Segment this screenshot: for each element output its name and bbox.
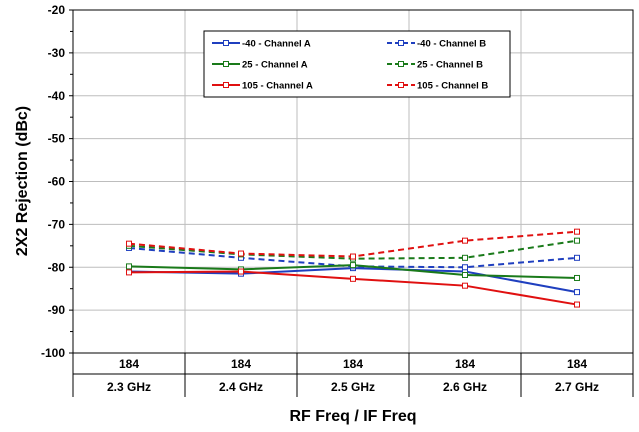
x-tick-label-freq: 2.4 GHz — [219, 380, 263, 394]
legend: -40 - Channel A -40 - Channel B 25 - Chann… — [203, 30, 511, 98]
data-point — [574, 289, 580, 296]
series-4 — [126, 268, 580, 308]
legend-item: 25 - Channel B — [387, 60, 483, 71]
legend-label: -40 - Channel A — [242, 39, 311, 50]
y-tick-label: -30 — [48, 46, 66, 60]
x-tick-label-freq: 2.6 GHz — [443, 380, 487, 394]
legend-item: -40 - Channel B — [387, 39, 486, 50]
x-axis-title: RF Freq / IF Freq — [289, 408, 416, 425]
series-5 — [126, 228, 580, 260]
x-tick-label-rf: 184 — [119, 357, 139, 371]
data-point — [350, 275, 356, 282]
legend-swatch-marker — [223, 82, 229, 88]
data-point — [462, 254, 468, 261]
y-tick-label: -70 — [48, 217, 66, 231]
x-tick-label-freq: 2.7 GHz — [555, 380, 599, 394]
legend-swatch-marker — [398, 82, 404, 88]
legend-label: 105 - Channel B — [417, 81, 488, 92]
data-point — [126, 263, 132, 270]
legend-label: 25 - Channel A — [242, 60, 308, 71]
y-axis-ticks: -20 -30 -40 -50 -60 -70 -80 -90 -100 — [41, 3, 73, 360]
legend-item: -40 - Channel A — [212, 39, 311, 50]
legend-swatch-marker — [398, 40, 404, 46]
data-point — [462, 282, 468, 289]
data-point — [462, 264, 468, 271]
y-tick-label: -20 — [48, 3, 66, 17]
x-tick-label-freq: 2.3 GHz — [107, 380, 151, 394]
y-tick-label: -80 — [48, 260, 66, 274]
x-tick-label-rf: 184 — [567, 357, 587, 371]
data-point — [126, 240, 132, 247]
legend-swatch-marker — [223, 40, 229, 46]
data-point — [574, 237, 580, 244]
data-point — [574, 254, 580, 261]
legend-swatch-marker — [223, 61, 229, 67]
data-point — [462, 271, 468, 278]
data-point — [574, 274, 580, 281]
series-group — [126, 228, 580, 308]
x-tick-label-rf: 184 — [455, 357, 475, 371]
category-table: 184 2.3 GHz 184 2.4 GHz 184 2.5 GHz 184 2.6 GHz… — [72, 353, 634, 397]
data-point — [238, 250, 244, 257]
y-tick-label: -100 — [41, 346, 65, 360]
data-point — [126, 269, 132, 276]
data-point — [574, 301, 580, 308]
x-tick-label-freq: 2.5 GHz — [331, 380, 375, 394]
y-tick-label: -50 — [48, 132, 66, 146]
data-point — [462, 237, 468, 244]
data-point — [574, 228, 580, 235]
data-point — [350, 253, 356, 260]
legend-item: 105 - Channel A — [212, 81, 313, 92]
legend-box — [203, 30, 511, 98]
legend-item: 105 - Channel B — [387, 81, 488, 92]
data-point — [238, 268, 244, 275]
plot-border — [72, 9, 634, 354]
legend-label: -40 - Channel B — [417, 39, 486, 50]
y-tick-label: -60 — [48, 175, 66, 189]
x-tick-label-rf: 184 — [231, 357, 251, 371]
x-tick-label-rf: 184 — [343, 357, 363, 371]
y-axis-title: 2X2 Rejection (dBc) — [14, 106, 31, 256]
legend-label: 25 - Channel B — [417, 60, 483, 71]
legend-item: 25 - Channel A — [212, 60, 308, 71]
legend-swatch-marker — [398, 61, 404, 67]
legend-label: 105 - Channel A — [242, 81, 313, 92]
y-tick-label: -40 — [48, 89, 66, 103]
data-point — [350, 262, 356, 269]
y-tick-label: -90 — [48, 303, 66, 317]
